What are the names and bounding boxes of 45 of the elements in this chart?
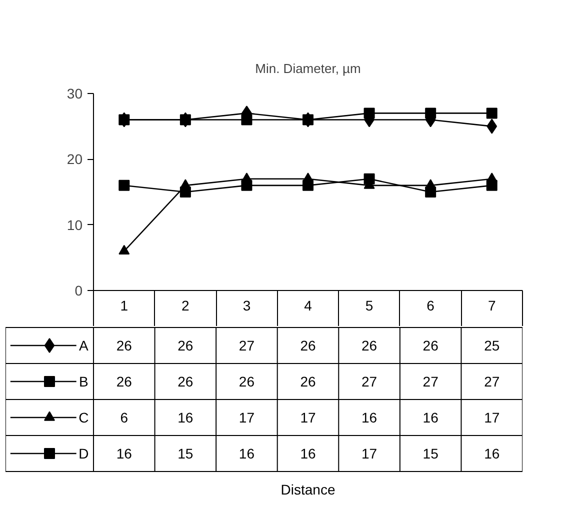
data-label: 27 [484, 374, 500, 390]
data-label: 26 [116, 338, 132, 354]
x-tick-label: 6 [426, 298, 435, 314]
data-label: 26 [300, 374, 316, 390]
x-tick-label: 2 [182, 298, 190, 314]
chart-title: Min. Diameter, µm [255, 61, 361, 76]
data-label: 26 [178, 338, 194, 354]
data-label: 6 [120, 410, 128, 426]
x-tick-label: 4 [304, 298, 312, 314]
data-label: 15 [178, 446, 194, 462]
y-tick-label: 30 [66, 86, 83, 102]
data-label: 27 [238, 338, 255, 354]
data-label: 17 [362, 446, 378, 462]
x-tick-label: 1 [120, 298, 128, 314]
data-label: 16 [362, 410, 378, 426]
data-label: 26 [422, 338, 439, 354]
data-label: 16 [178, 410, 194, 426]
data-label: 26 [362, 338, 378, 354]
legend-label: B [79, 374, 88, 390]
data-label: 27 [362, 374, 378, 390]
data-label: 16 [116, 446, 132, 462]
data-label: 26 [300, 338, 316, 354]
y-tick-label: 20 [66, 151, 83, 168]
data-label: 26 [178, 374, 194, 390]
x-tick-label: 5 [365, 298, 374, 314]
legend-label: C [78, 410, 89, 426]
data-label: 16 [238, 446, 255, 462]
x-tick-label: 3 [242, 298, 251, 314]
legend-label: A [79, 338, 90, 354]
data-label: 15 [422, 446, 439, 462]
y-tick-label: 0 [74, 282, 83, 298]
y-tick-label: 10 [66, 216, 83, 233]
data-label: 27 [422, 374, 439, 390]
data-label: 16 [484, 446, 500, 462]
data-label: 17 [238, 410, 255, 426]
data-label: 16 [422, 410, 439, 426]
data-label: 26 [238, 374, 255, 390]
data-label: 17 [300, 410, 316, 426]
data-label: 17 [484, 410, 500, 426]
text: Distance [280, 482, 336, 498]
data-label: 26 [116, 374, 132, 390]
legend-label: D [78, 446, 89, 462]
data-label: 16 [300, 446, 316, 462]
data-label: 25 [484, 338, 500, 354]
x-tick-label: 7 [488, 298, 496, 314]
